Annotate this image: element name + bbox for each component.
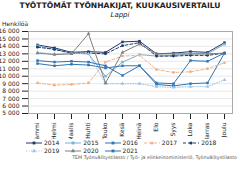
svg-text:14 000: 14 000 [0,42,20,49]
svg-text:6 000: 6 000 [2,102,19,109]
svg-text:Huhti: Huhti [84,122,91,138]
html-text:2021: 2021 [122,147,138,154]
svg-text:10 000: 10 000 [0,72,20,79]
html-text:2016: 2016 [122,139,138,146]
svg-text:Loka: Loka [186,122,193,136]
svg-text:Marras: Marras [203,123,210,140]
html-text:Lappi: Lappi [110,11,130,19]
svg-text:Tammi: Tammi [33,122,40,139]
svg-text:9 000: 9 000 [2,80,19,87]
svg-text:12 000: 12 000 [0,57,20,64]
svg-text:7 000: 7 000 [2,95,19,102]
svg-text:Maalis: Maalis [67,123,74,140]
html-text:TYÖTTÖMÄT TYÖNHAKIJAT, KUUKAUS: TYÖTTÖMÄT TYÖNHAKIJAT, KUUKAUSIVERTAILU [19,1,221,10]
svg-text:Heinä: Heinä [135,122,142,139]
html-text:2019: 2019 [44,147,60,154]
svg-text:Touko: Touko [101,122,108,139]
svg-text:13 000: 13 000 [0,50,20,57]
html-text:Henkilöä: Henkilöä [2,20,29,27]
html-text:TEM Työnvälitystilasto / Työ-: TEM Työnvälitystilasto / Työ- ja elinkei… [72,155,237,160]
svg-text:Kesä: Kesä [118,122,125,136]
svg-text:16 000: 16 000 [0,27,20,34]
svg-text:15 000: 15 000 [0,35,20,42]
svg-text:Elo: Elo [152,122,159,131]
html-text:2015: 2015 [83,139,99,146]
html-text:2017: 2017 [161,139,178,146]
svg-text:Joulu: Joulu [220,122,228,138]
svg-text:Syys: Syys [169,123,177,137]
svg-text:8 000: 8 000 [2,87,19,94]
svg-text:11 000: 11 000 [0,65,20,72]
html-text:2020: 2020 [83,147,99,154]
html-text:2014: 2014 [44,139,60,146]
svg-text:5 000: 5 000 [2,109,19,116]
html-text:2018: 2018 [201,139,217,146]
svg-text:Helmi: Helmi [50,122,57,139]
